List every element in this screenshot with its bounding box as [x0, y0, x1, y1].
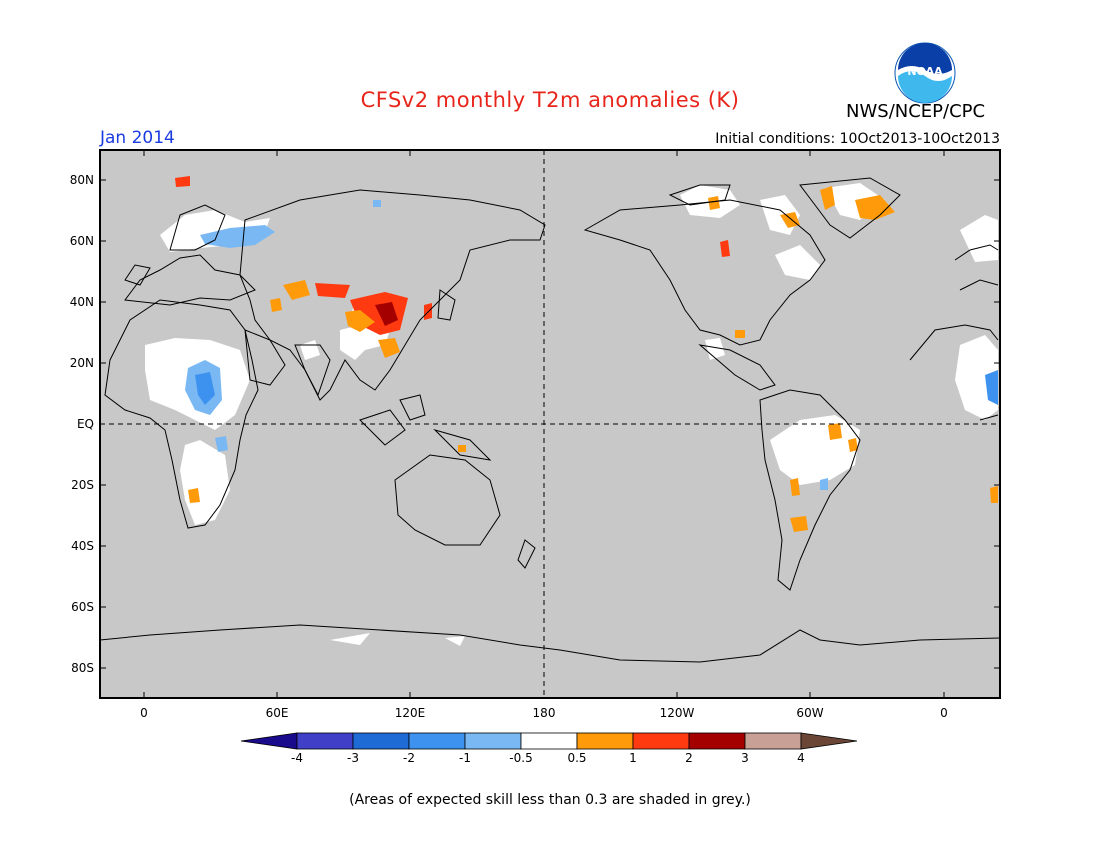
warm-anomaly-regions [175, 176, 998, 532]
lon-label-0-east: 0 [940, 706, 948, 720]
colorbar-tick-label: 1 [629, 751, 637, 765]
map-frame [99, 149, 1001, 699]
lat-label-20s: 20S [71, 478, 94, 492]
colorbar-tick-label: -3 [347, 751, 359, 765]
colorbar-bin [744, 732, 802, 750]
agency-label: NWS/NCEP/CPC [846, 101, 986, 122]
colorbar-bin [296, 732, 354, 750]
noaa-logo: NOAA [894, 42, 956, 104]
colorbar-bin [520, 732, 578, 750]
colorbar-tick-label: 4 [797, 751, 805, 765]
noaa-logo-text: NOAA [907, 65, 943, 78]
lat-label-60s: 60S [71, 600, 94, 614]
lon-label-120e: 120E [394, 706, 426, 720]
axis-ticks [100, 150, 1000, 698]
colorbar-bin [632, 732, 690, 750]
coastlines [99, 177, 1001, 663]
lon-label-60e: 60E [265, 706, 289, 720]
lat-label-80n: 80N [69, 173, 94, 187]
skill-footnote: (Areas of expected skill less than 0.3 a… [349, 792, 751, 808]
colorbar-tick-label: -4 [291, 751, 303, 765]
colorbar-bin [408, 732, 466, 750]
valid-month-label: Jan 2014 [100, 128, 175, 148]
near-normal-regions [145, 183, 998, 646]
initial-conditions-label: Initial conditions: 10Oct2013-10Oct2013 [715, 131, 1000, 147]
colorbar-bin [576, 732, 634, 750]
colorbar-tick-label: 3 [741, 751, 749, 765]
colorbar-bin [240, 732, 298, 750]
lat-label-40s: 40S [71, 539, 94, 553]
lat-label-80s: 80S [71, 661, 94, 675]
lat-label-40n: 40N [69, 295, 94, 309]
map-title: CFSv2 monthly T2m anomalies (K) [360, 88, 740, 112]
lon-label-120w: 120W [659, 706, 695, 720]
colorbar-bin [688, 732, 746, 750]
lat-label-eq: EQ [76, 417, 94, 431]
colorbar-tick-label: -2 [403, 751, 415, 765]
lon-label-60w: 60W [796, 706, 824, 720]
colorbar [240, 732, 858, 750]
colorbar-bin [800, 732, 858, 750]
lat-label-20n: 20N [69, 356, 94, 370]
colorbar-tick-label: 0.5 [567, 751, 587, 765]
cool-anomaly-regions [185, 200, 998, 490]
lon-label-180: 180 [532, 706, 556, 720]
lat-label-60n: 60N [69, 234, 94, 248]
lon-label-0-west: 0 [140, 706, 148, 720]
colorbar-bin [352, 732, 410, 750]
colorbar-bin [464, 732, 522, 750]
colorbar-tick-label: -1 [459, 751, 471, 765]
colorbar-tick-label: -0.5 [509, 751, 533, 765]
colorbar-tick-label: 2 [685, 751, 693, 765]
